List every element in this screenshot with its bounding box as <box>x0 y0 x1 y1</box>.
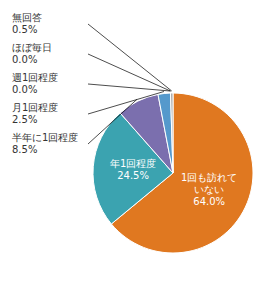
svg-text:1回も訪れていない64.0%: 1回も訪れていない64.0% <box>181 172 237 207</box>
svg-text:年1回程度24.5%: 年1回程度24.5% <box>110 158 156 181</box>
svg-text:半年に1回程度8.5%: 半年に1回程度8.5% <box>12 132 78 155</box>
svg-text:ほぼ毎日0.0%: ほぼ毎日0.0% <box>12 42 52 65</box>
svg-text:無回答0.5%: 無回答0.5% <box>12 12 42 35</box>
svg-text:週1回程度0.0%: 週1回程度0.0% <box>12 72 58 95</box>
svg-text:月1回程度2.5%: 月1回程度2.5% <box>12 102 58 125</box>
